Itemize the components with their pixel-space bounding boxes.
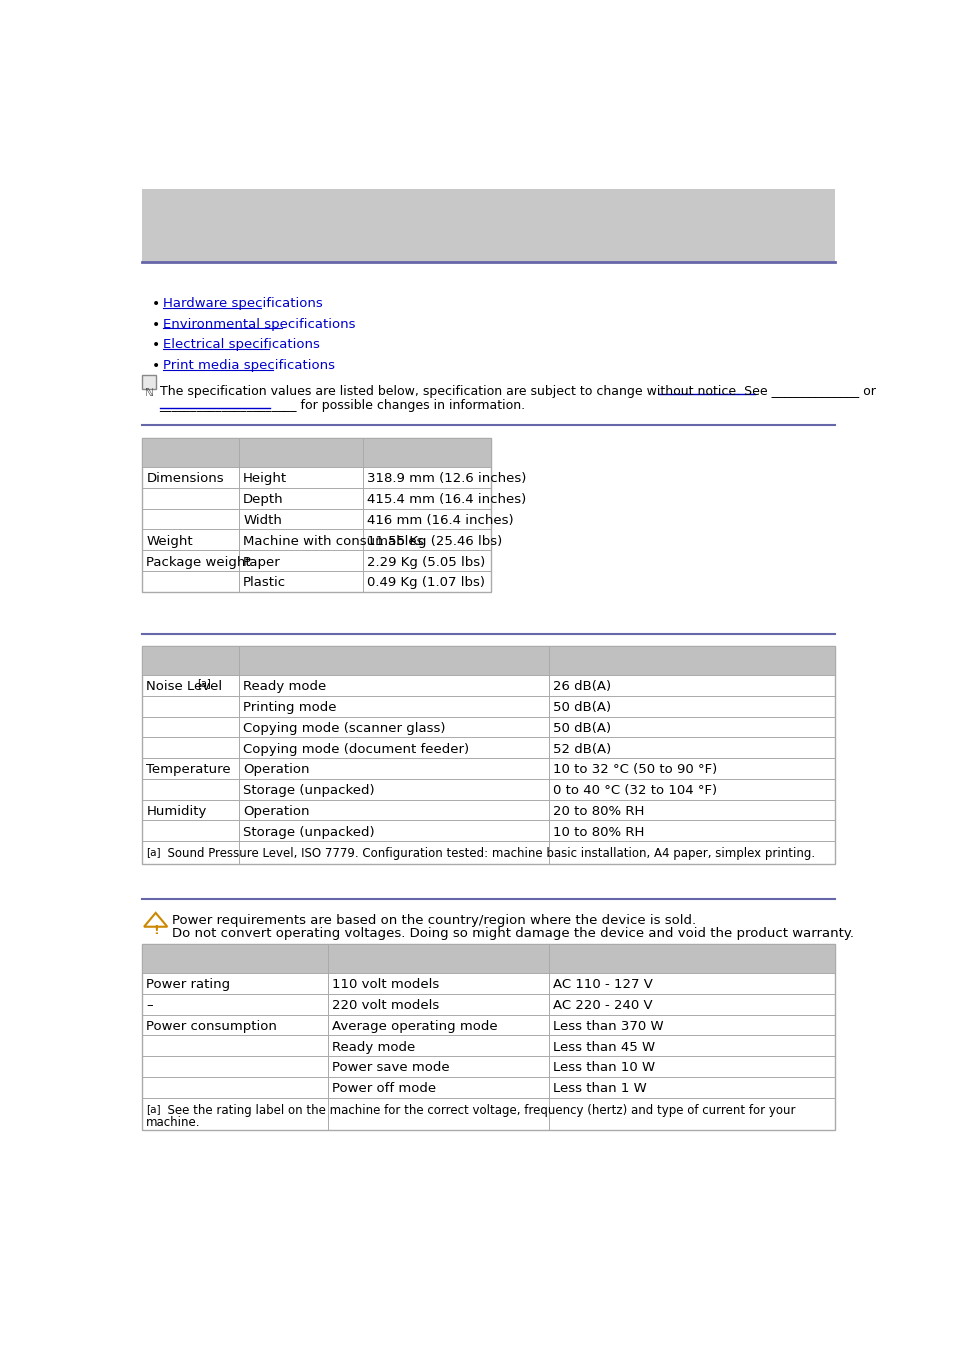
Text: 52 dB(A): 52 dB(A) [553, 743, 611, 755]
Text: 2.29 Kg (5.05 lbs): 2.29 Kg (5.05 lbs) [367, 555, 485, 569]
Text: •: • [152, 339, 160, 353]
Text: Height: Height [243, 473, 287, 485]
Text: Power consumption: Power consumption [146, 1020, 277, 1034]
Text: Weight: Weight [146, 535, 193, 547]
Text: [a]: [a] [146, 847, 161, 858]
Text: 110 volt models: 110 volt models [332, 978, 439, 992]
Bar [142, 438, 491, 592]
Text: Printing mode: Printing mode [243, 701, 336, 715]
Text: Less than 370 W: Less than 370 W [553, 1020, 663, 1034]
Text: Ready mode: Ready mode [332, 1040, 416, 1054]
Text: Power requirements are based on the country/region where the device is sold.: Power requirements are based on the coun… [172, 915, 696, 927]
Bar [142, 943, 835, 973]
Text: 318.9 mm (12.6 inches): 318.9 mm (12.6 inches) [367, 473, 526, 485]
Text: 220 volt models: 220 volt models [332, 1000, 439, 1012]
Text: Dimensions: Dimensions [146, 473, 224, 485]
Text: Depth: Depth [243, 493, 284, 507]
Bar [142, 189, 835, 262]
Text: 11.55 Kg (25.46 lbs): 11.55 Kg (25.46 lbs) [367, 535, 502, 547]
Text: •: • [152, 297, 160, 311]
Bar [142, 438, 491, 467]
Text: Power rating: Power rating [146, 978, 231, 992]
Text: Plastic: Plastic [243, 577, 286, 589]
Bar [142, 646, 835, 865]
Text: [a]: [a] [146, 1104, 161, 1113]
Text: Environmental specifications: Environmental specifications [162, 317, 355, 331]
Text: 415.4 mm (16.4 inches): 415.4 mm (16.4 inches) [367, 493, 526, 507]
Text: Width: Width [243, 513, 282, 527]
Text: Power off mode: Power off mode [332, 1082, 436, 1096]
Text: Operation: Operation [243, 805, 310, 819]
Text: –: – [146, 1000, 152, 1012]
Text: Average operating mode: Average operating mode [332, 1020, 497, 1034]
Text: Noise Level: Noise Level [146, 681, 222, 693]
Text: ℕ: ℕ [145, 389, 153, 399]
Bar [142, 376, 156, 389]
Text: Less than 10 W: Less than 10 W [553, 1062, 655, 1074]
Text: 0.49 Kg (1.07 lbs): 0.49 Kg (1.07 lbs) [367, 577, 485, 589]
Text: 50 dB(A): 50 dB(A) [553, 721, 611, 735]
Text: 10 to 80% RH: 10 to 80% RH [553, 825, 644, 839]
Text: Power save mode: Power save mode [332, 1062, 450, 1074]
Text: AC 220 - 240 V: AC 220 - 240 V [553, 1000, 652, 1012]
Text: 20 to 80% RH: 20 to 80% RH [553, 805, 644, 819]
Text: 416 mm (16.4 inches): 416 mm (16.4 inches) [367, 513, 514, 527]
Text: See the rating label on the machine for the correct voltage, frequency (hertz) a: See the rating label on the machine for … [159, 1104, 794, 1117]
Text: Machine with consumables: Machine with consumables [243, 535, 423, 547]
Text: •: • [152, 317, 160, 331]
Text: Storage (unpacked): Storage (unpacked) [243, 825, 375, 839]
Text: Copying mode (document feeder): Copying mode (document feeder) [243, 743, 469, 755]
Text: The specification values are listed below, specification are subject to change w: The specification values are listed belo… [159, 385, 875, 399]
Text: Operation: Operation [243, 763, 310, 777]
Text: Less than 45 W: Less than 45 W [553, 1040, 655, 1054]
Text: ______________________ for possible changes in information.: ______________________ for possible chan… [159, 400, 525, 412]
Text: Paper: Paper [243, 555, 281, 569]
Text: machine.: machine. [146, 1116, 201, 1129]
Bar [142, 646, 835, 676]
Text: 26 dB(A): 26 dB(A) [553, 681, 611, 693]
Text: Copying mode (scanner glass): Copying mode (scanner glass) [243, 721, 445, 735]
Text: Storage (unpacked): Storage (unpacked) [243, 785, 375, 797]
Text: Ready mode: Ready mode [243, 681, 326, 693]
Text: Less than 1 W: Less than 1 W [553, 1082, 646, 1096]
Text: Electrical specifications: Electrical specifications [162, 339, 319, 351]
Text: Do not convert operating voltages. Doing so might damage the device and void the: Do not convert operating voltages. Doing… [172, 927, 853, 940]
Text: Print media specifications: Print media specifications [162, 359, 335, 373]
Text: !: ! [152, 924, 158, 936]
Text: 50 dB(A): 50 dB(A) [553, 701, 611, 715]
Text: Hardware specifications: Hardware specifications [162, 297, 322, 309]
Text: 10 to 32 °C (50 to 90 °F): 10 to 32 °C (50 to 90 °F) [553, 763, 717, 777]
Text: Package weight: Package weight [146, 555, 251, 569]
Text: Sound Pressure Level, ISO 7779. Configuration tested: machine basic installation: Sound Pressure Level, ISO 7779. Configur… [159, 847, 814, 861]
Text: •: • [152, 359, 160, 373]
Text: [a]: [a] [196, 678, 211, 688]
Text: Humidity: Humidity [146, 805, 207, 819]
Text: Temperature: Temperature [146, 763, 231, 777]
Bar [142, 943, 835, 1129]
Text: AC 110 - 127 V: AC 110 - 127 V [553, 978, 653, 992]
Text: 0 to 40 °C (32 to 104 °F): 0 to 40 °C (32 to 104 °F) [553, 785, 717, 797]
